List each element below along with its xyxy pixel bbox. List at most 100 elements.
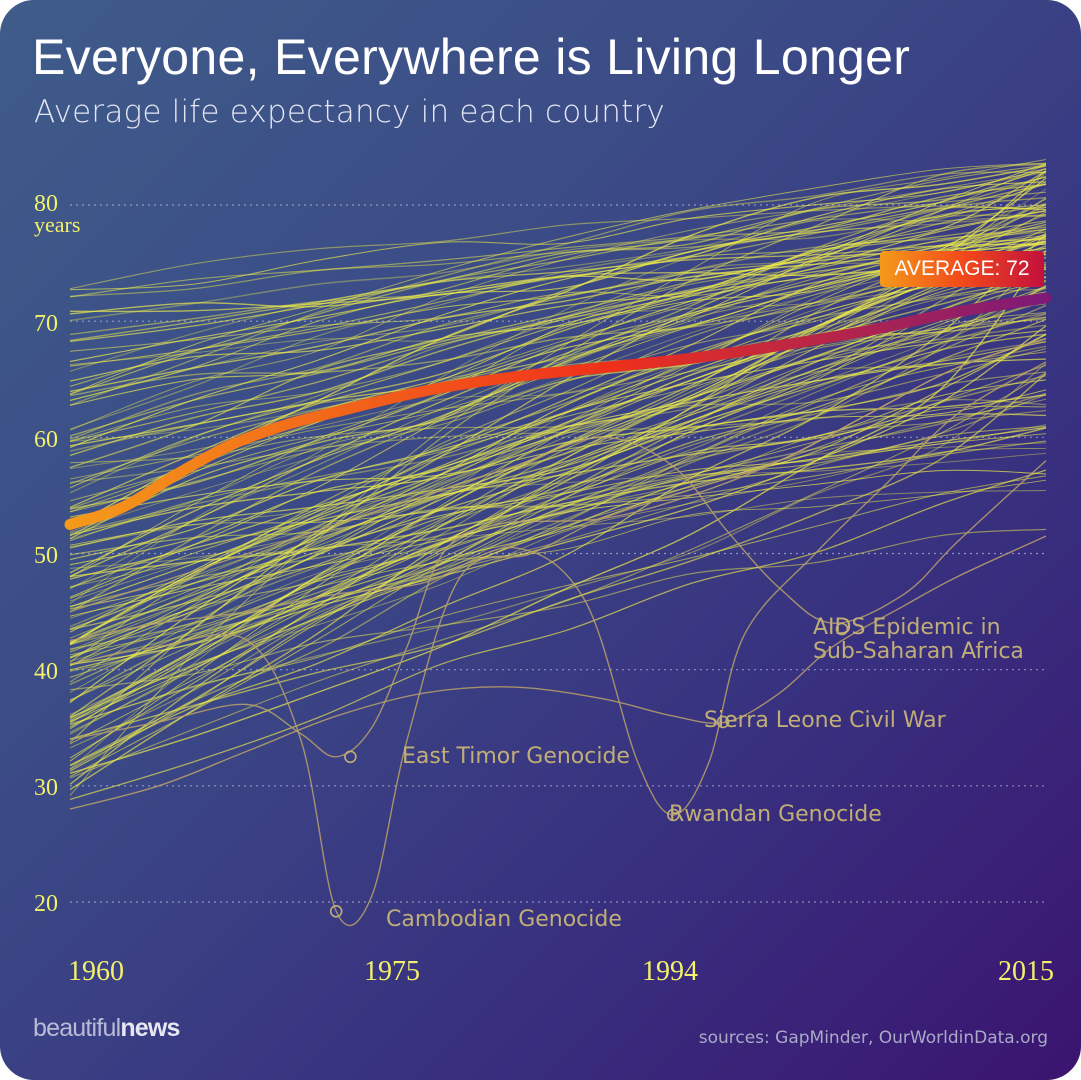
country-line (69, 210, 1047, 537)
country-line (69, 280, 1047, 772)
country-line (69, 452, 1047, 548)
country-line (69, 469, 1047, 801)
country-line (69, 206, 1047, 578)
x-tick-1960: 1960 (68, 956, 124, 987)
country-line (69, 162, 1047, 395)
annotation-aids-line-2: Sub-Saharan Africa (813, 639, 1024, 664)
country-line (69, 205, 1047, 290)
country-line (69, 228, 1047, 440)
country-line (69, 296, 1047, 639)
country-line (69, 191, 1047, 298)
country-line (69, 206, 1047, 396)
country-line (69, 171, 1047, 604)
country-line (69, 479, 1047, 656)
y-tick-70: 70 (34, 311, 58, 337)
y-tick-20: 20 (34, 891, 58, 917)
country-line (69, 181, 1047, 297)
country-line (69, 163, 1047, 598)
country-line (69, 426, 1047, 718)
brand-logo-light: beautiful (33, 1014, 121, 1042)
country-line (69, 220, 1047, 387)
country-line (69, 243, 1047, 343)
event-line-sierra-leone (69, 535, 1047, 810)
country-line (69, 240, 1047, 733)
event-markers (329, 622, 849, 918)
country-line (69, 341, 1047, 720)
event-line-rwanda (69, 361, 1047, 816)
country-line (69, 413, 1047, 580)
x-tick-2015: 2015 (998, 956, 1054, 987)
event-lines (69, 337, 1047, 927)
country-line (69, 204, 1047, 437)
country-line (69, 372, 1047, 779)
y-tick-80: 80 (34, 191, 58, 217)
country-line (69, 528, 1047, 691)
country-line (69, 316, 1047, 510)
average-line (64, 292, 1052, 530)
country-line (69, 334, 1047, 671)
country-line (69, 214, 1047, 322)
annotation-aids-line-1: AIDS Epidemic in (813, 615, 1001, 640)
average-badge-label: AVERAGE (894, 257, 995, 280)
country-line (69, 214, 1047, 430)
country-line (69, 159, 1047, 796)
event-marker-2 (667, 808, 680, 822)
country-line (69, 351, 1047, 745)
country-line (69, 374, 1047, 679)
country-line (69, 288, 1047, 693)
event-marker-4 (835, 622, 849, 636)
event-line-east-timor (69, 337, 1047, 758)
brand-logo-bold: news (120, 1014, 180, 1042)
sources-note: sources: GapMinder, OurWorldinData.org (698, 1028, 1048, 1048)
y-tick-50: 50 (34, 543, 58, 569)
country-line (69, 279, 1047, 778)
country-line (69, 398, 1047, 484)
country-line (69, 235, 1047, 561)
annotation-sierra-leone-civil-war: Sierra Leone Civil War (704, 708, 946, 733)
country-line (69, 311, 1047, 730)
country-line (69, 300, 1047, 542)
country-line (69, 163, 1047, 744)
page-title: Everyone, Everywhere is Living Longer (32, 29, 911, 85)
event-marker-1 (344, 750, 357, 764)
country-line (69, 398, 1047, 666)
country-line (69, 379, 1047, 610)
country-line (69, 232, 1047, 791)
country-line (69, 233, 1047, 767)
country-line (69, 176, 1047, 342)
country-line (69, 170, 1047, 431)
average-badge: AVERAGE: 72 (880, 251, 1044, 287)
country-line (69, 358, 1047, 608)
country-line (69, 171, 1047, 406)
country-line (69, 265, 1047, 722)
x-tick-1975: 1975 (364, 956, 420, 987)
brand-logo: beautifulnews (33, 1014, 180, 1043)
country-line (69, 203, 1047, 489)
country-line (69, 211, 1047, 759)
country-line (69, 345, 1047, 534)
country-line (69, 364, 1047, 650)
country-line (69, 276, 1047, 645)
country-line (69, 249, 1047, 774)
country-line (69, 210, 1047, 540)
event-line-sub-saharan-africa-aids- (69, 436, 1047, 624)
country-line (69, 168, 1047, 363)
country-line (69, 373, 1047, 740)
y-tick-60: 60 (34, 427, 58, 453)
country-line (69, 252, 1047, 666)
y-tick-30: 30 (34, 775, 58, 801)
country-line (69, 286, 1047, 630)
annotation-rwandan-genocide: Rwandan Genocide (669, 802, 882, 827)
country-line (69, 213, 1047, 372)
country-line (69, 164, 1047, 401)
country-line (69, 266, 1047, 770)
country-line (69, 389, 1047, 518)
country-line (69, 371, 1047, 701)
country-line (69, 167, 1047, 291)
page-subtitle: Average life expectancy in each country (34, 94, 665, 130)
country-line (69, 333, 1047, 549)
average-badge-sep: : (994, 257, 1001, 280)
event-marker-0 (329, 904, 343, 918)
country-line (69, 325, 1047, 666)
